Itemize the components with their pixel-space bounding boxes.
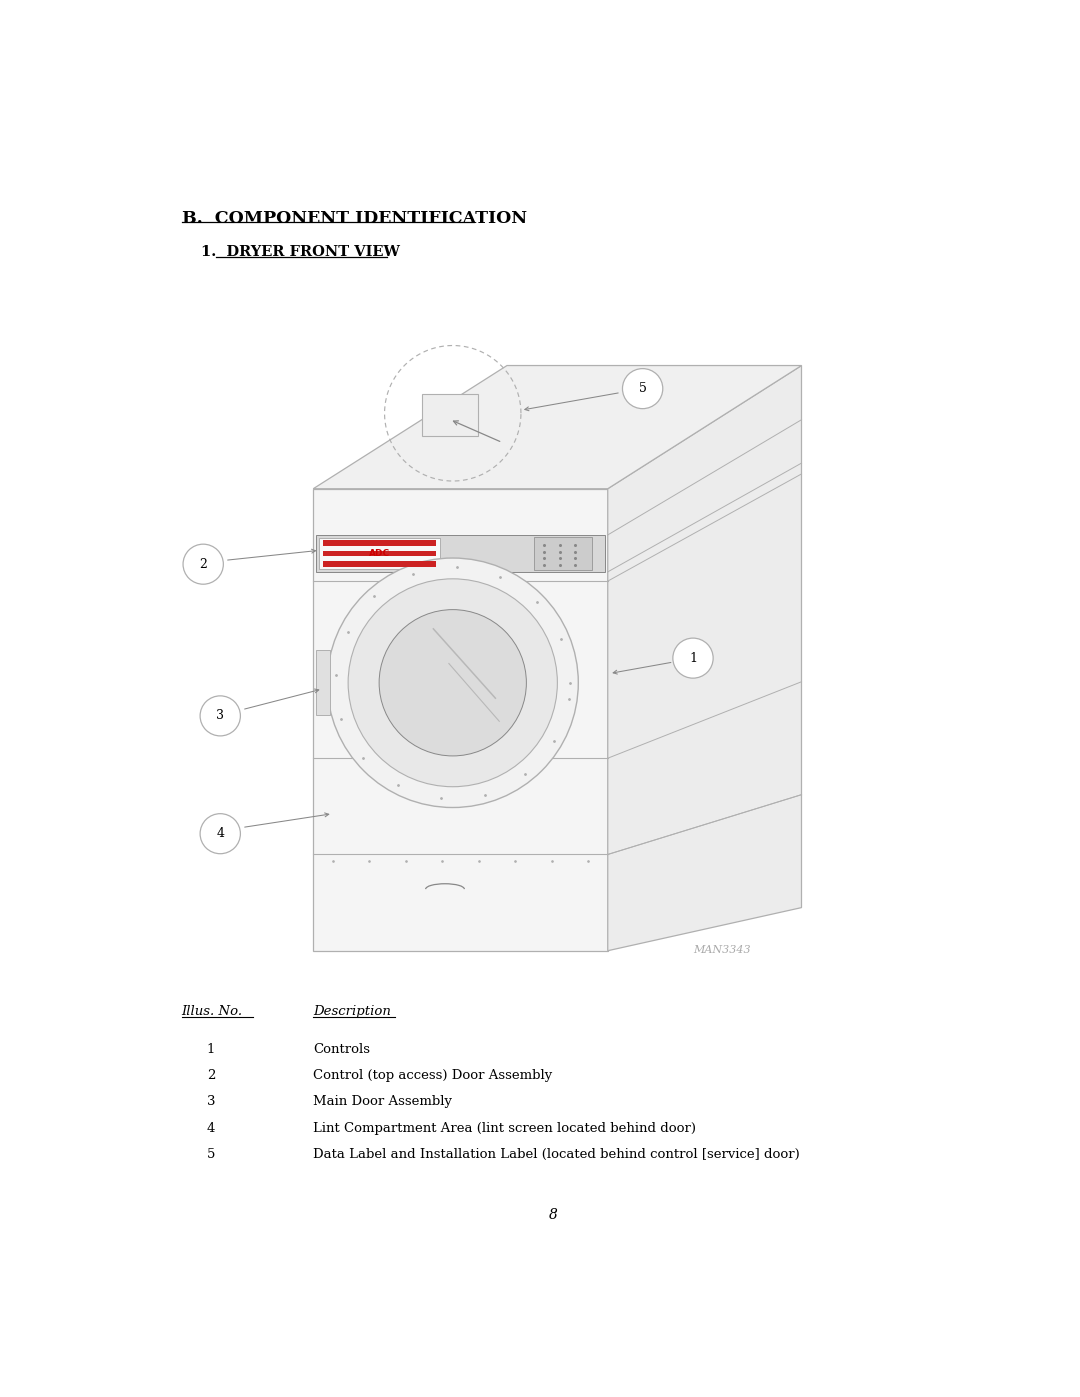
Polygon shape bbox=[535, 538, 592, 570]
Polygon shape bbox=[313, 366, 801, 489]
Text: 2: 2 bbox=[200, 557, 207, 571]
Text: 3: 3 bbox=[206, 1095, 215, 1108]
Text: 8: 8 bbox=[549, 1208, 558, 1222]
Text: 2: 2 bbox=[206, 1069, 215, 1083]
Text: 5: 5 bbox=[206, 1148, 215, 1161]
Polygon shape bbox=[316, 651, 330, 715]
Polygon shape bbox=[320, 538, 440, 569]
Text: B.  COMPONENT IDENTIFICATION: B. COMPONENT IDENTIFICATION bbox=[181, 210, 527, 226]
Circle shape bbox=[622, 369, 663, 409]
Polygon shape bbox=[313, 489, 608, 951]
Text: Main Door Assembly: Main Door Assembly bbox=[313, 1095, 453, 1108]
Text: Lint Compartment Area (lint screen located behind door): Lint Compartment Area (lint screen locat… bbox=[313, 1122, 697, 1134]
Circle shape bbox=[200, 813, 241, 854]
Circle shape bbox=[379, 609, 526, 756]
Polygon shape bbox=[316, 535, 605, 571]
Circle shape bbox=[327, 557, 578, 807]
Circle shape bbox=[673, 638, 713, 678]
Text: Control (top access) Door Assembly: Control (top access) Door Assembly bbox=[313, 1069, 553, 1083]
Text: 1: 1 bbox=[689, 651, 697, 665]
Polygon shape bbox=[323, 541, 436, 546]
Circle shape bbox=[348, 578, 557, 787]
Text: Illus. No.: Illus. No. bbox=[181, 1004, 243, 1017]
Polygon shape bbox=[422, 394, 477, 436]
Text: 4: 4 bbox=[216, 827, 225, 840]
Text: 4: 4 bbox=[206, 1122, 215, 1134]
Text: 1.  DRYER FRONT VIEW: 1. DRYER FRONT VIEW bbox=[201, 246, 400, 260]
Text: 5: 5 bbox=[638, 383, 647, 395]
Polygon shape bbox=[323, 550, 436, 556]
Circle shape bbox=[200, 696, 241, 736]
Text: Controls: Controls bbox=[313, 1044, 370, 1056]
Text: ADC: ADC bbox=[369, 549, 390, 557]
Text: 1: 1 bbox=[206, 1044, 215, 1056]
Text: 3: 3 bbox=[216, 710, 225, 722]
Text: Data Label and Installation Label (located behind control [service] door): Data Label and Installation Label (locat… bbox=[313, 1148, 800, 1161]
Text: Description: Description bbox=[313, 1004, 391, 1017]
Circle shape bbox=[183, 545, 224, 584]
Polygon shape bbox=[608, 366, 801, 951]
Text: MAN3343: MAN3343 bbox=[693, 944, 751, 954]
Polygon shape bbox=[323, 562, 436, 567]
